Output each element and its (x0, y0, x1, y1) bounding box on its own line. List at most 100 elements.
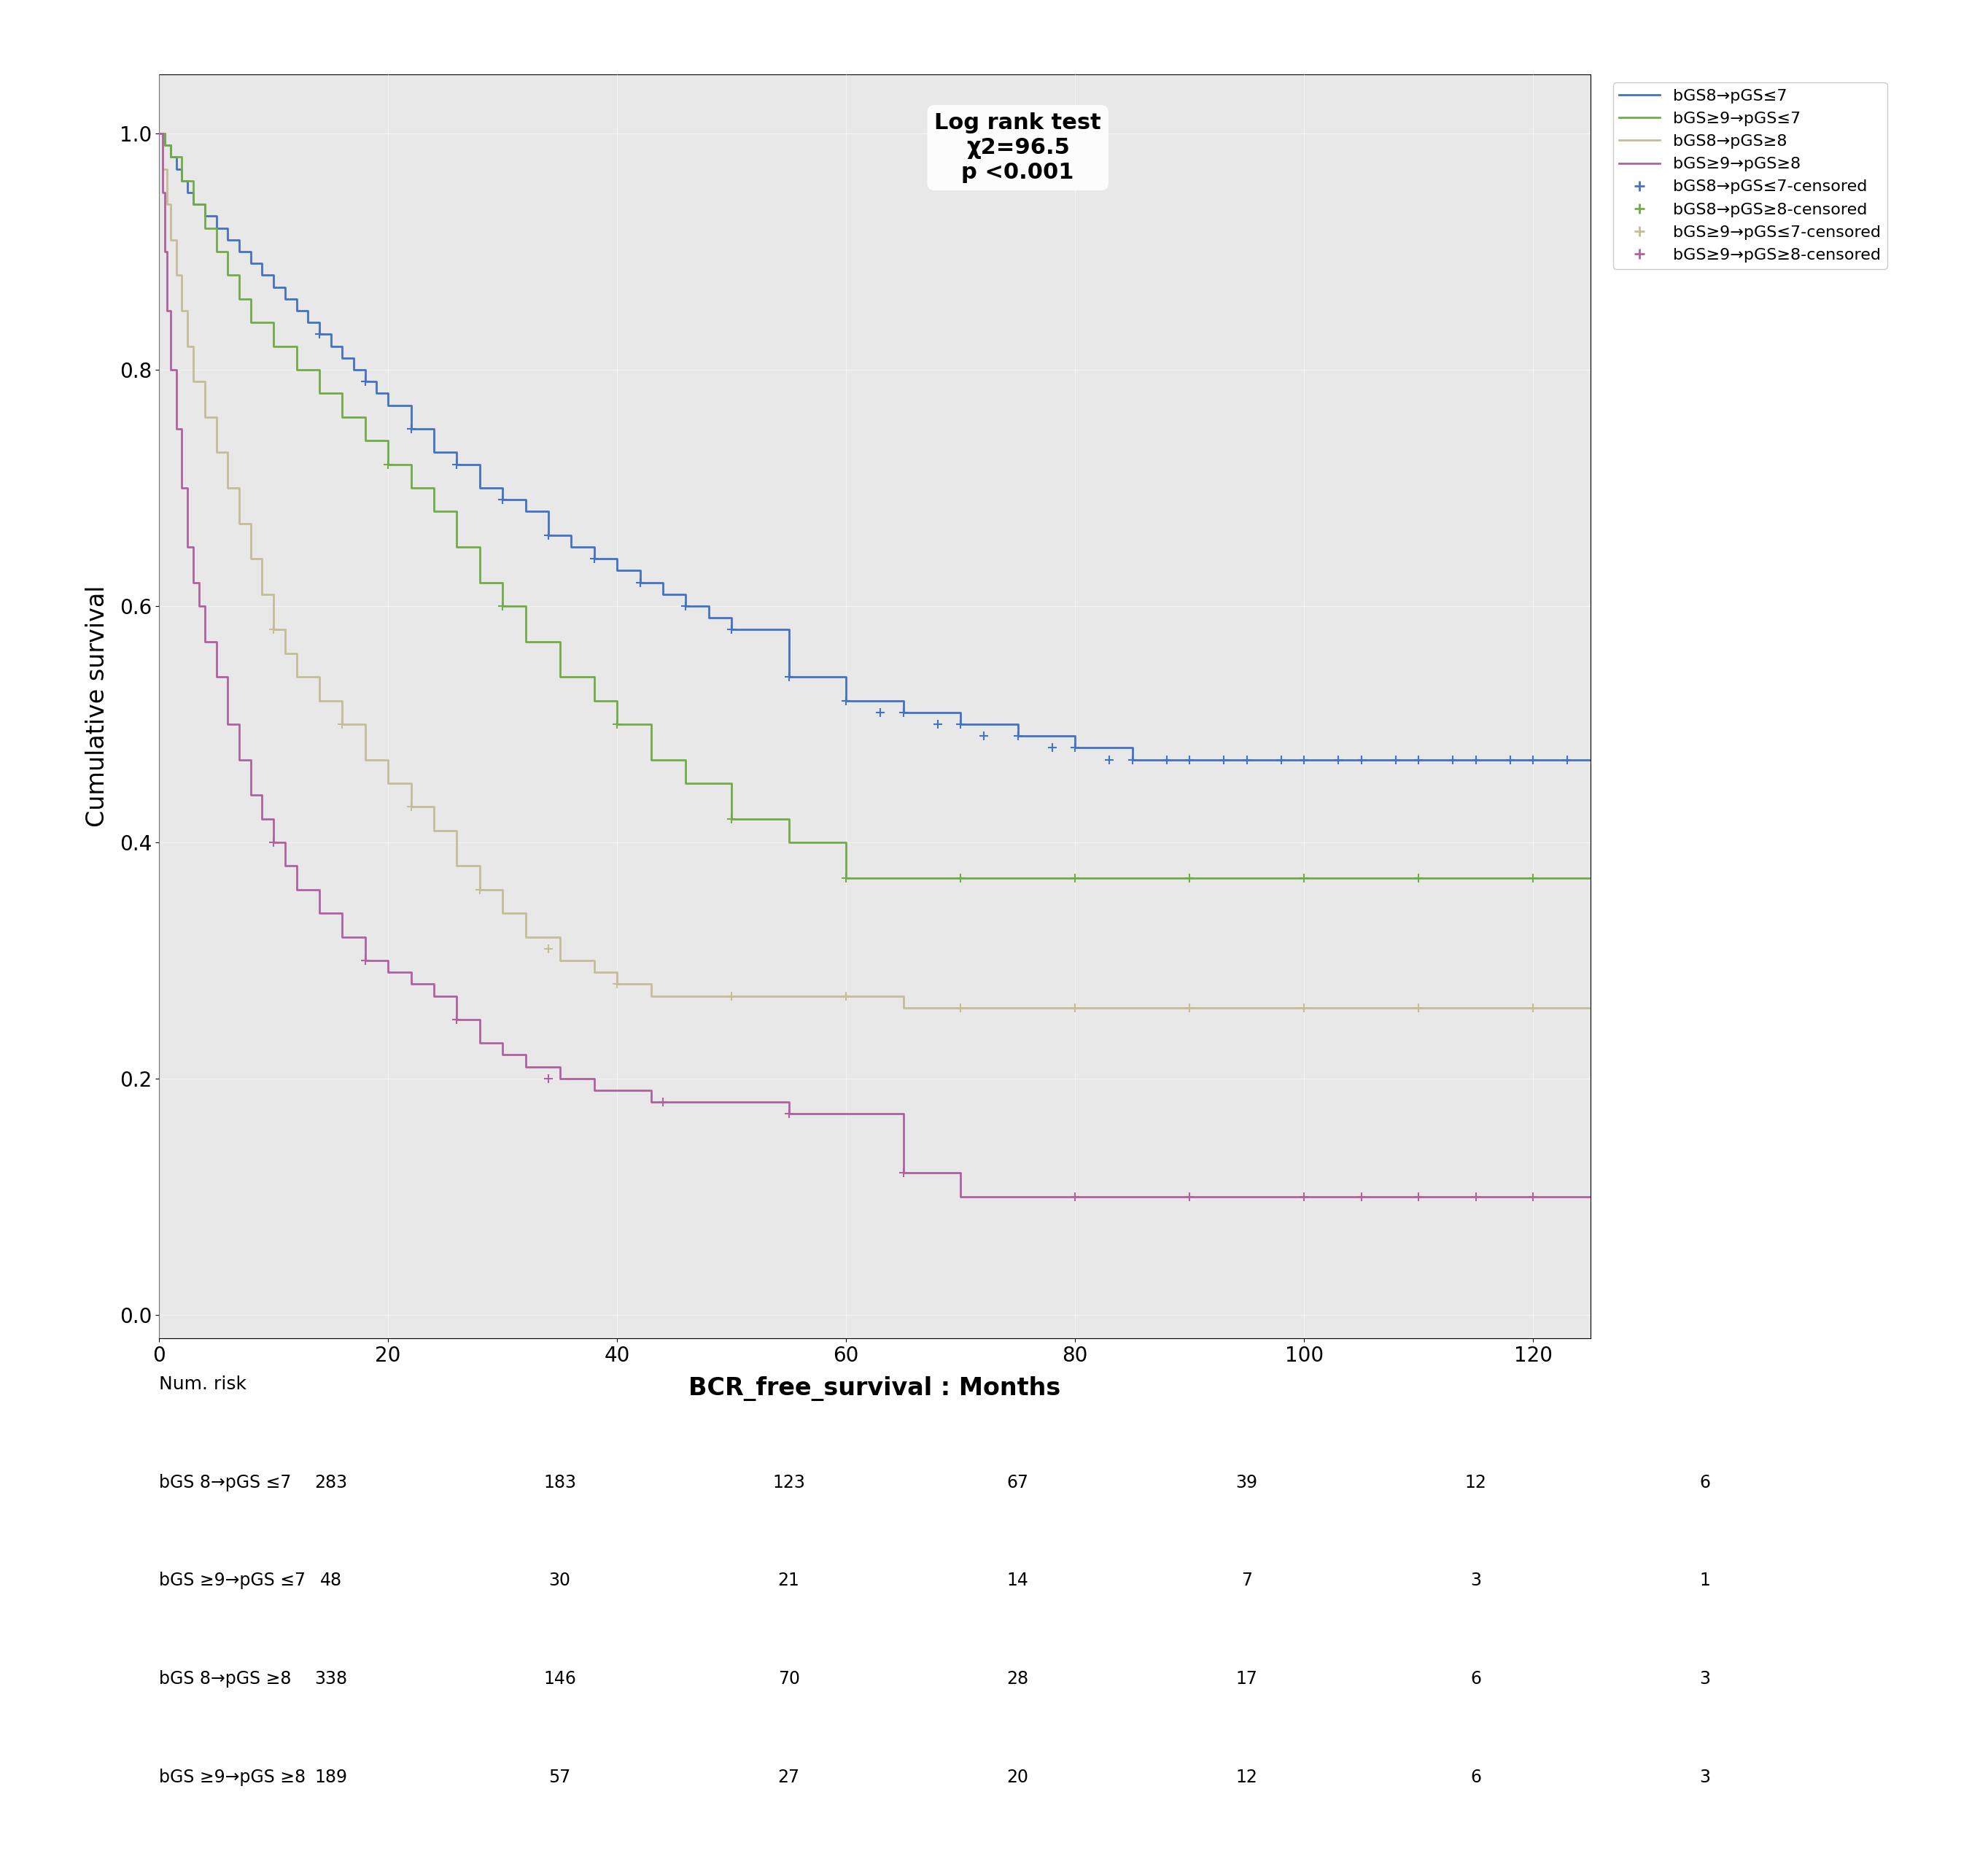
Text: 283: 283 (314, 1474, 348, 1491)
Text: 183: 183 (543, 1474, 577, 1491)
Point (1288, 993, 1320, 1022)
Point (600, 969, 632, 998)
Point (1209, 745, 1241, 775)
Text: 123: 123 (773, 1474, 805, 1491)
Point (533, 1063, 565, 1093)
Point (865, 697, 897, 727)
Point (1459, 745, 1491, 775)
Point (1288, 1182, 1320, 1212)
Point (1380, 745, 1411, 775)
Point (1173, 993, 1205, 1022)
Text: 12: 12 (1237, 1768, 1258, 1786)
Point (1459, 1182, 1491, 1212)
Point (487, 591, 519, 621)
Text: 6: 6 (1700, 1474, 1710, 1491)
X-axis label: BCR_free_survival : Months: BCR_free_survival : Months (688, 1376, 1062, 1402)
Point (396, 792, 427, 822)
Text: 27: 27 (777, 1768, 799, 1786)
Point (1404, 745, 1435, 775)
Point (372, 450, 404, 480)
Point (773, 1099, 805, 1128)
Point (441, 1004, 473, 1034)
Point (1322, 745, 1354, 775)
Text: 28: 28 (1006, 1669, 1030, 1688)
Text: 6: 6 (1471, 1669, 1481, 1688)
Text: 57: 57 (549, 1768, 571, 1786)
Point (1093, 745, 1125, 775)
Point (326, 710, 358, 740)
Text: bGS 8→pGS ≤7: bGS 8→pGS ≤7 (159, 1474, 292, 1491)
Point (600, 710, 632, 740)
Point (716, 615, 747, 645)
Point (716, 803, 747, 833)
Y-axis label: Cumulative survival: Cumulative survival (85, 586, 109, 827)
Text: 20: 20 (1006, 1768, 1030, 1786)
Text: 146: 146 (543, 1669, 577, 1688)
Text: bGS ≥9→pGS ≤7: bGS ≥9→pGS ≤7 (159, 1573, 306, 1589)
Point (487, 485, 519, 515)
Point (350, 366, 382, 396)
Point (533, 933, 565, 963)
Text: 3: 3 (1700, 1768, 1710, 1786)
Point (1060, 993, 1091, 1022)
Point (463, 876, 495, 905)
Text: 12: 12 (1465, 1474, 1487, 1491)
Text: 1: 1 (1700, 1573, 1710, 1589)
Point (1517, 745, 1549, 775)
Point (350, 946, 382, 976)
Point (944, 863, 976, 892)
Point (1404, 1182, 1435, 1212)
Point (831, 686, 863, 716)
Point (1060, 732, 1091, 762)
Text: Num. risk: Num. risk (159, 1376, 247, 1392)
Point (716, 982, 747, 1011)
Point (1517, 1182, 1549, 1212)
Point (944, 993, 976, 1022)
Point (1517, 993, 1549, 1022)
Text: 3: 3 (1471, 1573, 1481, 1589)
Point (1346, 745, 1378, 775)
Point (1060, 1182, 1091, 1212)
Point (1151, 745, 1183, 775)
Point (258, 615, 290, 645)
Point (1231, 745, 1262, 775)
Text: Log rank test
χ2=96.5
p <0.001: Log rank test χ2=96.5 p <0.001 (934, 112, 1101, 184)
Point (1173, 745, 1205, 775)
Point (624, 567, 656, 597)
Point (1551, 745, 1582, 775)
Point (1117, 745, 1149, 775)
Point (396, 415, 427, 444)
Text: 6: 6 (1471, 1768, 1481, 1786)
Point (944, 710, 976, 740)
Text: 14: 14 (1008, 1573, 1028, 1589)
Text: bGS 8→pGS ≥8: bGS 8→pGS ≥8 (159, 1669, 292, 1688)
Point (533, 521, 565, 550)
Point (646, 1088, 678, 1117)
Legend: bGS8→pGS≤7, bGS≥9→pGS≤7, bGS8→pGS≥8, bGS≥9→pGS≥8, bGS8→pGS≤7-censored, bGS8→pGS≥: bGS8→pGS≤7, bGS≥9→pGS≤7, bGS8→pGS≥8, bGS… (1612, 82, 1887, 270)
Point (922, 710, 954, 740)
Point (1346, 1182, 1378, 1212)
Point (1036, 732, 1068, 762)
Point (258, 827, 290, 857)
Text: 21: 21 (777, 1573, 799, 1589)
Point (670, 591, 702, 621)
Point (1060, 863, 1091, 892)
Text: 48: 48 (320, 1573, 342, 1589)
Point (1288, 745, 1320, 775)
Point (773, 662, 805, 692)
Point (1173, 1182, 1205, 1212)
Point (1173, 863, 1205, 892)
Point (1517, 863, 1549, 892)
Text: 338: 338 (314, 1669, 348, 1688)
Point (1264, 745, 1296, 775)
Text: 17: 17 (1237, 1669, 1258, 1688)
Point (1404, 863, 1435, 892)
Point (887, 697, 918, 727)
Text: 189: 189 (314, 1768, 348, 1786)
Text: 30: 30 (549, 1573, 571, 1589)
Point (1437, 745, 1469, 775)
Point (887, 1158, 918, 1188)
Point (1495, 745, 1527, 775)
Point (1002, 721, 1034, 751)
Text: 39: 39 (1237, 1474, 1258, 1491)
